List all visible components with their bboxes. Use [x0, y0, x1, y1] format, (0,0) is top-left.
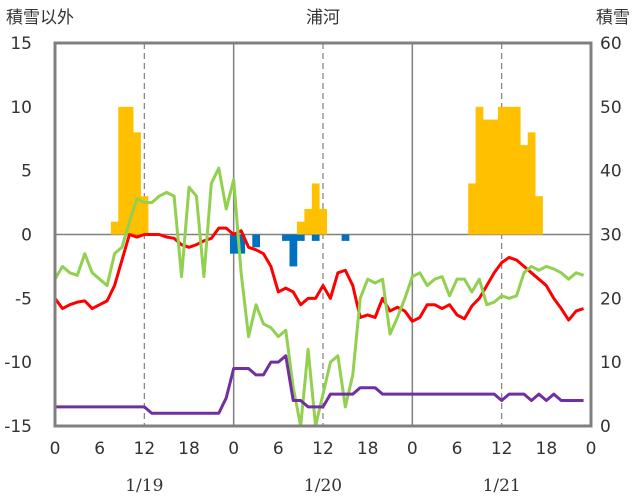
- bar: [341, 234, 350, 241]
- y-left-tick-label: 10: [10, 98, 32, 118]
- bar: [125, 106, 134, 235]
- bar: [483, 119, 491, 235]
- y-left-tick-label: -15: [4, 417, 32, 437]
- y-left-tick-label: 0: [21, 226, 32, 246]
- y-right-tick-label: 50: [600, 98, 622, 118]
- x-tick-label: 0: [50, 439, 61, 459]
- date-label: 1/20: [304, 476, 342, 496]
- bar: [229, 234, 238, 254]
- x-tick-label: 6: [273, 439, 284, 459]
- series-line: [55, 354, 584, 415]
- x-tick-label: 0: [586, 439, 597, 459]
- x-tick-label: 18: [536, 439, 558, 459]
- bar: [490, 119, 499, 235]
- bar: [282, 234, 290, 241]
- bar: [311, 234, 320, 241]
- bar: [520, 145, 529, 235]
- y-left-axis-title: 積雪以外: [6, 8, 74, 28]
- x-tick-label: 0: [407, 439, 418, 459]
- plot-frame: [53, 41, 593, 428]
- bar: [140, 196, 149, 235]
- x-tick-label: 6: [452, 439, 463, 459]
- y-right-tick-label: 20: [600, 289, 622, 309]
- bar: [296, 234, 305, 241]
- date-label: 1/21: [483, 476, 521, 496]
- bar: [296, 221, 305, 235]
- chart-title: 浦河: [306, 8, 340, 28]
- y-left-tick-label: -10: [4, 353, 32, 373]
- y-left-tick-label: 15: [10, 34, 32, 54]
- bar: [527, 132, 536, 235]
- bar: [118, 106, 127, 235]
- y-right-tick-label: 60: [600, 34, 622, 54]
- y-right-tick-label: 40: [600, 162, 622, 182]
- lines: [53, 166, 585, 428]
- y-left-tick-label: -5: [15, 289, 32, 309]
- x-tick-label: 0: [228, 439, 239, 459]
- bar: [535, 196, 543, 235]
- series-line: [53, 166, 585, 428]
- bar: [475, 106, 484, 235]
- bar: [497, 106, 506, 235]
- bar: [505, 106, 514, 235]
- bar: [133, 132, 141, 235]
- bar: [319, 208, 328, 235]
- y-right-tick-label: 30: [600, 226, 622, 246]
- x-tick-label: 6: [94, 439, 105, 459]
- y-right-axis-title: 積雪: [596, 8, 630, 28]
- y-right-tick-label: 10: [600, 353, 622, 373]
- bar: [512, 106, 521, 235]
- bar: [237, 234, 246, 254]
- bar: [110, 221, 119, 235]
- bar: [468, 183, 476, 235]
- y-right-tick-label: 0: [600, 417, 611, 437]
- bar: [289, 234, 298, 267]
- x-tick-label: 18: [357, 439, 379, 459]
- bar: [311, 183, 320, 235]
- bar: [252, 234, 261, 248]
- x-tick-label: 12: [312, 439, 334, 459]
- y-left-tick-label: 5: [21, 162, 32, 182]
- series-line: [53, 226, 585, 323]
- bars: [110, 106, 543, 267]
- x-tick-label: 12: [134, 439, 156, 459]
- x-tick-label: 12: [491, 439, 513, 459]
- bar: [304, 208, 313, 235]
- date-label: 1/19: [125, 476, 163, 496]
- x-tick-label: 18: [178, 439, 200, 459]
